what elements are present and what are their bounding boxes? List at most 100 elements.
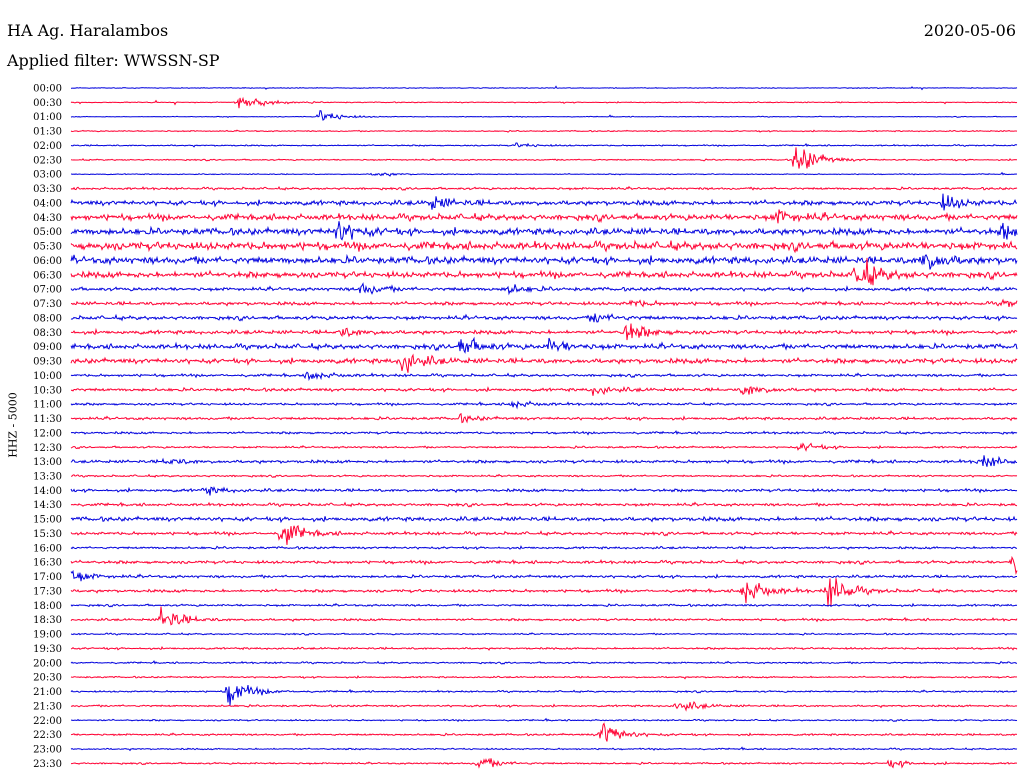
time-label: 12:00 xyxy=(33,428,62,439)
time-label: 17:30 xyxy=(33,586,62,597)
trace-group xyxy=(70,85,1018,769)
trace-line-0230 xyxy=(70,147,1017,169)
time-label: 23:00 xyxy=(33,745,62,756)
time-label: 20:00 xyxy=(33,658,62,669)
time-label: 08:30 xyxy=(33,328,62,339)
time-label: 10:00 xyxy=(33,371,62,382)
trace-line-1600 xyxy=(70,545,1017,551)
trace-line-0130 xyxy=(70,129,1018,133)
time-label: 22:30 xyxy=(33,730,62,741)
time-label: 03:30 xyxy=(33,184,62,195)
trace-line-2000 xyxy=(70,660,1017,665)
trace-line-2130 xyxy=(70,700,1018,712)
trace-line-2330 xyxy=(71,757,1017,769)
time-label: 04:00 xyxy=(33,198,62,209)
time-label: 00:30 xyxy=(33,98,62,109)
time-label: 02:30 xyxy=(33,155,62,166)
time-label: 01:00 xyxy=(33,112,62,123)
trace-line-1900 xyxy=(70,632,1017,636)
time-label: 02:00 xyxy=(33,141,62,152)
time-label: 21:00 xyxy=(33,687,62,698)
trace-line-0800 xyxy=(70,313,1018,323)
trace-line-1700 xyxy=(70,569,1017,582)
filter-label: Applied filter: WWSSN-SP xyxy=(7,51,220,70)
time-label: 18:30 xyxy=(33,615,62,626)
time-label: 12:30 xyxy=(33,443,62,454)
trace-line-2200 xyxy=(71,717,1018,723)
station-title: HA Ag. Haralambos xyxy=(7,21,169,40)
time-label: 05:30 xyxy=(33,242,62,253)
time-label: 20:30 xyxy=(33,673,62,684)
trace-line-0930 xyxy=(70,353,1018,373)
trace-line-1230 xyxy=(70,442,1018,452)
time-label: 04:30 xyxy=(33,213,62,224)
trace-line-2230 xyxy=(70,722,1018,742)
time-label: 09:00 xyxy=(33,342,62,353)
time-label: 22:00 xyxy=(33,716,62,727)
trace-line-1500 xyxy=(70,515,1018,524)
date-label: 2020-05-06 xyxy=(923,21,1016,40)
time-label: 19:30 xyxy=(33,644,62,655)
trace-line-0400 xyxy=(70,193,1018,211)
trace-line-0200 xyxy=(70,142,1018,148)
trace-line-0300 xyxy=(70,171,1018,177)
time-label: 14:00 xyxy=(33,486,62,497)
trace-line-0600 xyxy=(70,253,1018,270)
trace-line-1330 xyxy=(70,473,1018,479)
time-label-group: 00:00 00:30 01:00 01:30 02:00 02:30 03:00 03:30… xyxy=(33,84,62,770)
time-label: 14:30 xyxy=(33,500,62,511)
trace-line-0430 xyxy=(70,209,1018,224)
time-label: 08:00 xyxy=(33,313,62,324)
trace-line-0500 xyxy=(70,221,1018,241)
time-label: 01:30 xyxy=(33,127,62,138)
time-label: 17:00 xyxy=(33,572,62,583)
trace-line-0100 xyxy=(70,110,1018,121)
trace-line-1000 xyxy=(70,371,1018,382)
trace-line-2300 xyxy=(70,746,1018,752)
trace-line-0330 xyxy=(70,185,1018,191)
trace-line-2100 xyxy=(70,685,1018,706)
trace-line-0700 xyxy=(70,282,1018,296)
time-label: 07:00 xyxy=(33,285,62,296)
time-label: 19:00 xyxy=(33,630,62,641)
time-label: 18:00 xyxy=(33,601,62,612)
time-label: 10:30 xyxy=(33,385,62,396)
trace-line-1430 xyxy=(70,501,1018,508)
time-label: 11:00 xyxy=(33,400,62,411)
time-label: 16:30 xyxy=(33,558,62,569)
trace-line-0830 xyxy=(70,323,1018,341)
trace-line-0730 xyxy=(70,298,1018,308)
trace-line-1730 xyxy=(70,578,1018,606)
time-label: 09:30 xyxy=(33,357,62,368)
time-label: 16:00 xyxy=(33,543,62,554)
time-label: 23:30 xyxy=(33,759,62,770)
trace-line-1830 xyxy=(70,606,1018,626)
time-label: 13:30 xyxy=(33,471,62,482)
time-label: 00:00 xyxy=(33,84,62,95)
time-label: 11:30 xyxy=(33,414,62,425)
time-label: 07:30 xyxy=(33,299,62,310)
trace-line-0030 xyxy=(70,96,1018,109)
trace-line-1130 xyxy=(70,412,1018,424)
time-label: 06:00 xyxy=(33,256,62,267)
trace-line-0000 xyxy=(71,85,1018,91)
trace-line-1800 xyxy=(70,602,1018,608)
trace-line-1100 xyxy=(70,400,1017,410)
time-label: 15:00 xyxy=(33,515,62,526)
trace-line-0630 xyxy=(70,257,1018,286)
trace-line-0530 xyxy=(70,239,1018,254)
time-label: 05:00 xyxy=(33,227,62,238)
time-label: 06:30 xyxy=(33,270,62,281)
time-label: 21:30 xyxy=(33,701,62,712)
trace-line-1030 xyxy=(70,386,1018,396)
time-label: 03:00 xyxy=(33,170,62,181)
trace-line-1530 xyxy=(70,524,1018,545)
trace-line-1300 xyxy=(70,455,1018,467)
trace-line-0900 xyxy=(70,336,1018,354)
trace-line-1930 xyxy=(70,646,1018,651)
trace-line-1200 xyxy=(70,430,1018,436)
trace-line-2030 xyxy=(70,675,1018,680)
trace-line-1400 xyxy=(70,486,1018,496)
time-label: 13:00 xyxy=(33,457,62,468)
